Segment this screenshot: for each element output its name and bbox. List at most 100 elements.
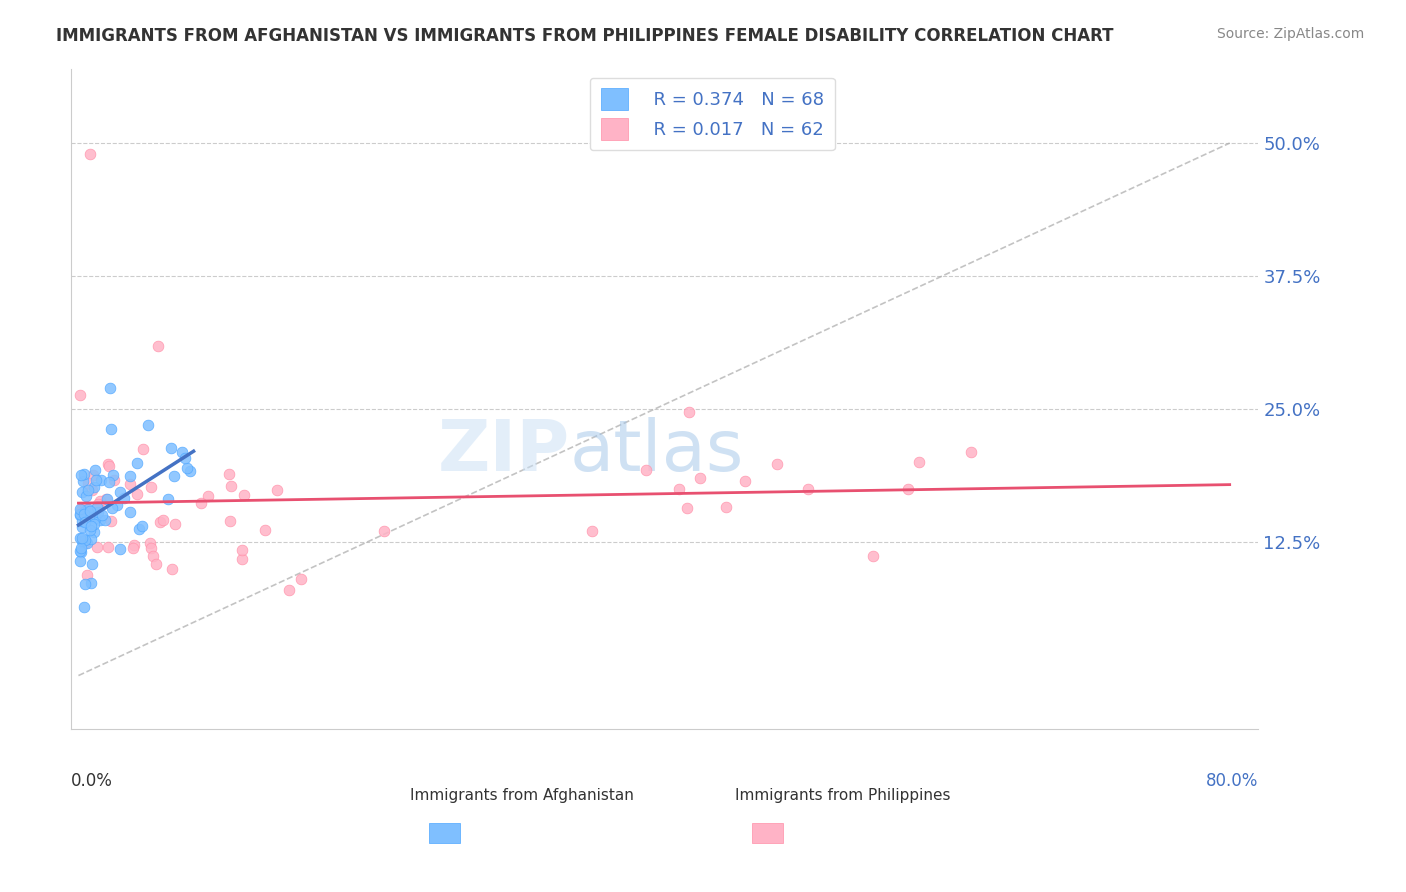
Point — [91, 508, 114, 522]
Point — [86, 540, 108, 554]
Point — [100, 514, 122, 528]
Point — [112, 491, 135, 505]
Point — [218, 467, 240, 481]
Point — [110, 485, 132, 500]
Point — [101, 500, 124, 515]
Point — [125, 487, 148, 501]
Point — [79, 146, 101, 161]
Point — [72, 514, 94, 528]
Point — [734, 475, 756, 489]
Point — [179, 464, 201, 478]
Point — [75, 489, 97, 503]
Point — [77, 483, 100, 497]
Text: 0.0%: 0.0% — [72, 772, 112, 789]
Point — [70, 503, 93, 517]
Point — [120, 476, 142, 491]
Point — [70, 467, 93, 482]
Point — [87, 497, 110, 511]
Point — [84, 473, 107, 487]
Text: Source: ZipAtlas.com: Source: ZipAtlas.com — [1216, 27, 1364, 41]
Point — [73, 577, 96, 591]
Text: ZIP: ZIP — [437, 417, 569, 486]
Point — [173, 450, 195, 465]
Point — [122, 538, 145, 552]
Point — [156, 492, 179, 507]
Point — [160, 441, 183, 455]
Point — [89, 513, 111, 527]
Point — [75, 507, 97, 521]
Point — [72, 474, 94, 488]
Point — [83, 525, 105, 540]
Point — [70, 485, 93, 500]
Point — [233, 488, 256, 502]
Point — [77, 510, 100, 524]
Point — [128, 522, 150, 536]
Point — [69, 544, 91, 558]
Point — [97, 540, 120, 554]
Point — [80, 575, 103, 590]
Point — [69, 507, 91, 521]
Point — [231, 552, 253, 566]
Point — [77, 475, 100, 490]
Point — [163, 469, 186, 483]
Point — [163, 516, 186, 531]
Legend:   R = 0.374   N = 68,   R = 0.017   N = 62: R = 0.374 N = 68, R = 0.017 N = 62 — [589, 78, 835, 151]
Text: atlas: atlas — [569, 417, 744, 486]
Point — [70, 519, 93, 533]
Point — [581, 524, 603, 538]
Point — [290, 572, 312, 586]
Point — [152, 513, 174, 527]
Point — [142, 549, 165, 563]
Point — [82, 557, 104, 571]
Point — [98, 475, 121, 490]
Bar — [752, 823, 783, 843]
Point — [139, 480, 162, 494]
Point — [897, 482, 920, 496]
Point — [190, 496, 212, 510]
Point — [160, 562, 183, 576]
Point — [77, 507, 100, 521]
Point — [908, 455, 931, 469]
Point — [79, 504, 101, 518]
Point — [149, 515, 172, 529]
Point — [69, 541, 91, 555]
Point — [105, 498, 128, 512]
Point — [678, 405, 700, 419]
Point — [132, 442, 155, 456]
Bar — [429, 823, 460, 843]
Point — [131, 519, 153, 533]
Point — [83, 511, 105, 525]
Point — [689, 471, 711, 485]
Point — [76, 568, 98, 582]
Text: Immigrants from Philippines: Immigrants from Philippines — [735, 789, 950, 804]
Point — [766, 457, 789, 471]
Point — [253, 523, 276, 537]
Point — [90, 473, 112, 487]
Point — [82, 483, 104, 497]
Point — [108, 541, 131, 556]
Point — [125, 456, 148, 470]
Point — [69, 531, 91, 545]
Point — [145, 557, 167, 571]
Point — [98, 458, 121, 473]
Text: IMMIGRANTS FROM AFGHANISTAN VS IMMIGRANTS FROM PHILIPPINES FEMALE DISABILITY COR: IMMIGRANTS FROM AFGHANISTAN VS IMMIGRANT… — [56, 27, 1114, 45]
Point — [636, 463, 658, 477]
Point — [73, 533, 96, 547]
Point — [959, 445, 981, 459]
Text: Immigrants from Afghanistan: Immigrants from Afghanistan — [411, 789, 634, 804]
Point — [148, 339, 170, 353]
Point — [139, 541, 162, 556]
Point — [714, 500, 737, 514]
Point — [100, 422, 122, 436]
Point — [176, 460, 198, 475]
Point — [77, 502, 100, 516]
Point — [97, 458, 120, 472]
Point — [136, 418, 159, 433]
Point — [70, 544, 93, 558]
Point — [73, 504, 96, 518]
Point — [75, 501, 97, 516]
Point — [96, 491, 118, 506]
Point — [373, 524, 395, 538]
Point — [170, 445, 193, 459]
Point — [278, 582, 301, 597]
